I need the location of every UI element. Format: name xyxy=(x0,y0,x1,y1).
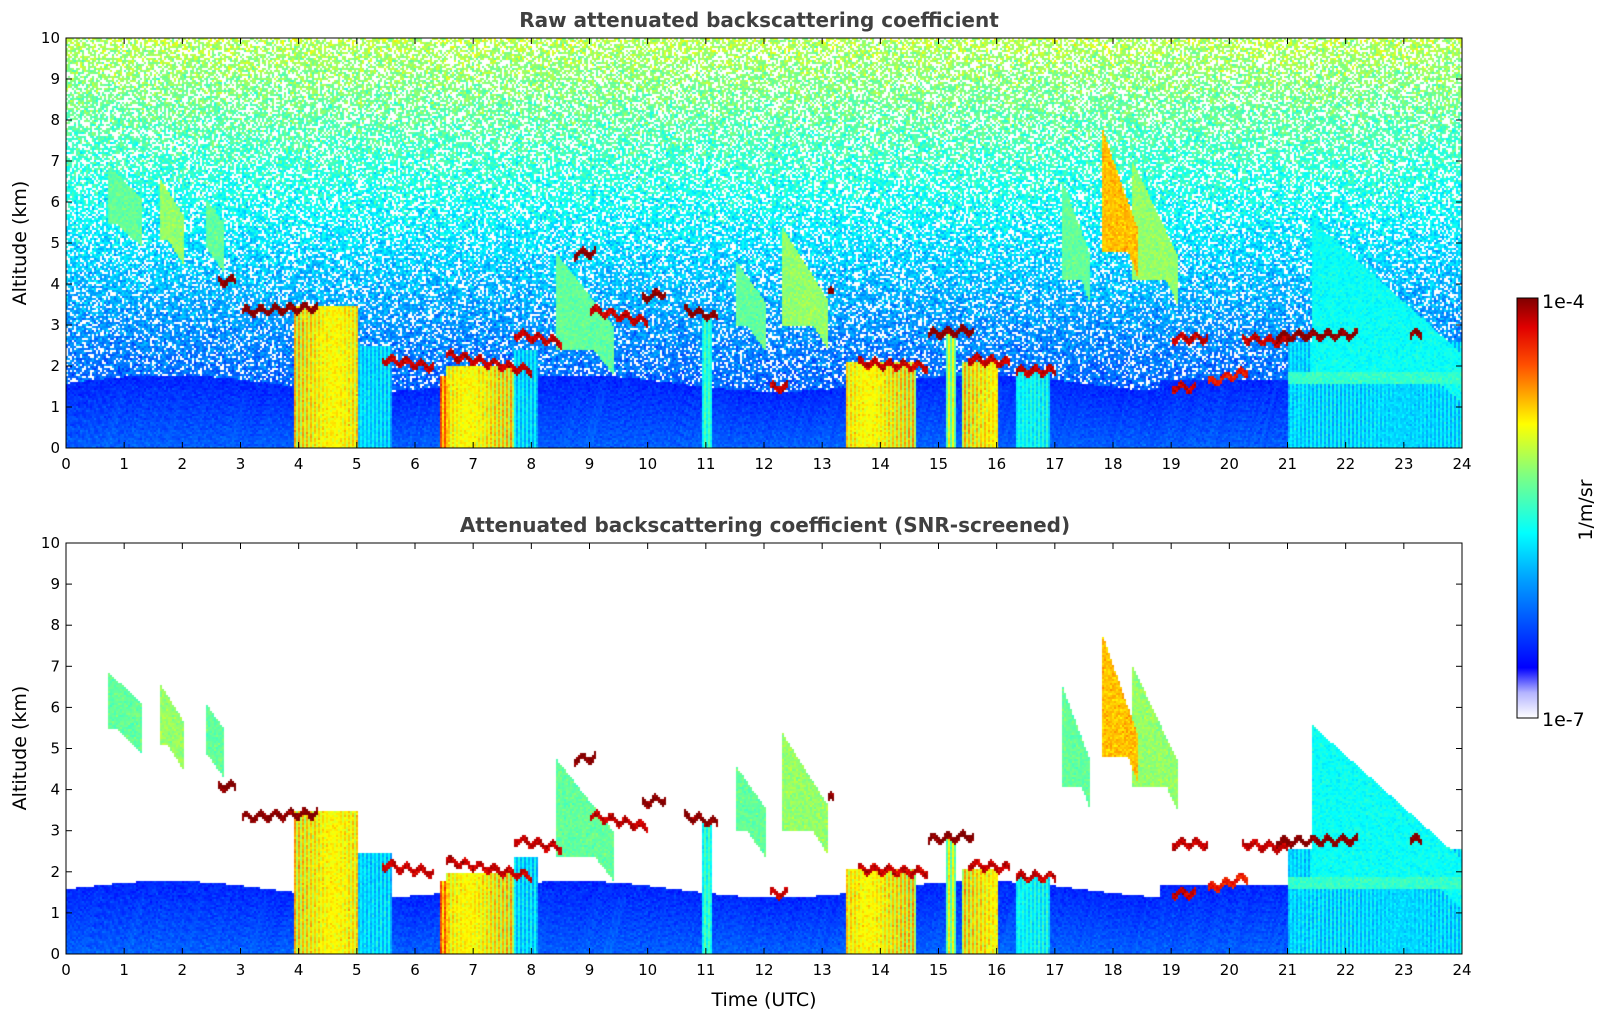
x-tick-label: 1 xyxy=(119,455,129,473)
colorbar-min-label: 1e-7 xyxy=(1542,709,1585,731)
x-tick-label: 24 xyxy=(1452,961,1471,979)
x-tick-label: 20 xyxy=(1220,455,1239,473)
y-tick-label: 3 xyxy=(50,822,60,840)
x-tick-label: 0 xyxy=(61,455,71,473)
y-tick-label: 10 xyxy=(41,29,60,47)
x-tick-label: 17 xyxy=(1045,455,1064,473)
x-tick-label: 4 xyxy=(294,455,304,473)
screened-y-axis: 0 1 2 3 4 5 6 7 8 9 10 xyxy=(41,534,1462,963)
y-tick-label: 7 xyxy=(50,152,60,170)
x-tick-label: 15 xyxy=(929,455,948,473)
x-tick-label: 6 xyxy=(410,961,420,979)
raw-backscatter-panel: Raw attenuated backscattering coefficien… xyxy=(9,8,1472,473)
x-tick-label: 21 xyxy=(1278,455,1297,473)
screened-x-axis: 0 1 2 3 4 5 6 7 8 9 10 11 12 13 14 15 16 17 18 19 20 21 22 23 24 xyxy=(61,543,1472,979)
y-tick-label: 2 xyxy=(50,863,60,881)
x-tick-label: 13 xyxy=(813,961,832,979)
x-tick-label: 22 xyxy=(1336,455,1355,473)
y-tick-label: 8 xyxy=(50,616,60,634)
x-tick-label: 7 xyxy=(468,455,478,473)
y-tick-label: 7 xyxy=(50,657,60,675)
x-tick-label: 20 xyxy=(1220,961,1239,979)
y-tick-label: 0 xyxy=(50,439,60,457)
y-tick-label: 6 xyxy=(50,698,60,716)
x-tick-label: 11 xyxy=(696,961,715,979)
y-tick-label: 5 xyxy=(50,234,60,252)
x-tick-label: 10 xyxy=(638,961,657,979)
y-tick-label: 10 xyxy=(41,534,60,552)
screened-y-axis-label: Altitude (km) xyxy=(9,686,31,811)
screened-heatmap xyxy=(66,543,1462,954)
x-tick-label: 18 xyxy=(1103,961,1122,979)
screened-panel-title: Attenuated backscattering coefficient (S… xyxy=(460,513,1070,537)
x-tick-label: 14 xyxy=(871,455,890,473)
y-tick-label: 3 xyxy=(50,316,60,334)
y-tick-label: 8 xyxy=(50,111,60,129)
x-tick-label: 2 xyxy=(178,961,188,979)
x-tick-label: 23 xyxy=(1394,961,1413,979)
colorbar-max-label: 1e-4 xyxy=(1542,291,1585,313)
x-tick-label: 16 xyxy=(987,961,1006,979)
y-tick-label: 5 xyxy=(50,740,60,758)
y-tick-label: 9 xyxy=(50,70,60,88)
x-tick-label: 12 xyxy=(754,455,773,473)
y-tick-label: 0 xyxy=(50,945,60,963)
y-tick-label: 4 xyxy=(50,275,60,293)
x-tick-label: 8 xyxy=(527,455,537,473)
x-tick-label: 19 xyxy=(1162,961,1181,979)
x-tick-label: 14 xyxy=(871,961,890,979)
colorbar: 1e-4 1e-7 1/m/sr xyxy=(1516,291,1597,731)
x-tick-label: 6 xyxy=(410,455,420,473)
x-tick-label: 24 xyxy=(1452,455,1471,473)
x-tick-label: 22 xyxy=(1336,961,1355,979)
raw-panel-title: Raw attenuated backscattering coefficien… xyxy=(519,8,999,32)
y-tick-label: 4 xyxy=(50,781,60,799)
x-tick-label: 17 xyxy=(1045,961,1064,979)
x-tick-label: 3 xyxy=(236,455,246,473)
raw-y-axis-label: Altitude (km) xyxy=(9,181,31,306)
x-tick-label: 5 xyxy=(352,961,362,979)
x-tick-label: 18 xyxy=(1103,455,1122,473)
x-tick-label: 19 xyxy=(1162,455,1181,473)
x-tick-label: 16 xyxy=(987,455,1006,473)
colorbar-gradient xyxy=(1516,297,1539,719)
x-tick-label: 15 xyxy=(929,961,948,979)
x-tick-label: 11 xyxy=(696,455,715,473)
x-tick-label: 10 xyxy=(638,455,657,473)
time-axis-label: Time (UTC) xyxy=(710,989,816,1011)
raw-heatmap xyxy=(66,38,1462,448)
x-tick-label: 3 xyxy=(236,961,246,979)
x-tick-label: 1 xyxy=(119,961,129,979)
x-tick-label: 8 xyxy=(527,961,537,979)
x-tick-label: 13 xyxy=(813,455,832,473)
x-tick-label: 23 xyxy=(1394,455,1413,473)
y-tick-label: 6 xyxy=(50,193,60,211)
raw-y-axis: 0 1 2 3 4 5 6 7 8 9 10 xyxy=(41,29,1462,457)
x-tick-label: 21 xyxy=(1278,961,1297,979)
x-tick-label: 4 xyxy=(294,961,304,979)
x-tick-label: 0 xyxy=(61,961,71,979)
colorbar-unit-label: 1/m/sr xyxy=(1575,479,1597,540)
y-tick-label: 1 xyxy=(50,904,60,922)
y-tick-label: 1 xyxy=(50,398,60,416)
y-tick-label: 9 xyxy=(50,575,60,593)
raw-x-axis: 0 1 2 3 4 5 6 7 8 9 10 11 12 13 14 15 16 17 18 19 20 21 22 23 24 xyxy=(61,38,1472,473)
x-tick-label: 12 xyxy=(754,961,773,979)
x-tick-label: 2 xyxy=(178,455,188,473)
x-tick-label: 7 xyxy=(468,961,478,979)
screened-backscatter-panel: Attenuated backscattering coefficient (S… xyxy=(9,513,1472,1011)
y-tick-label: 2 xyxy=(50,357,60,375)
x-tick-label: 9 xyxy=(585,961,595,979)
x-tick-label: 9 xyxy=(585,455,595,473)
x-tick-label: 5 xyxy=(352,455,362,473)
